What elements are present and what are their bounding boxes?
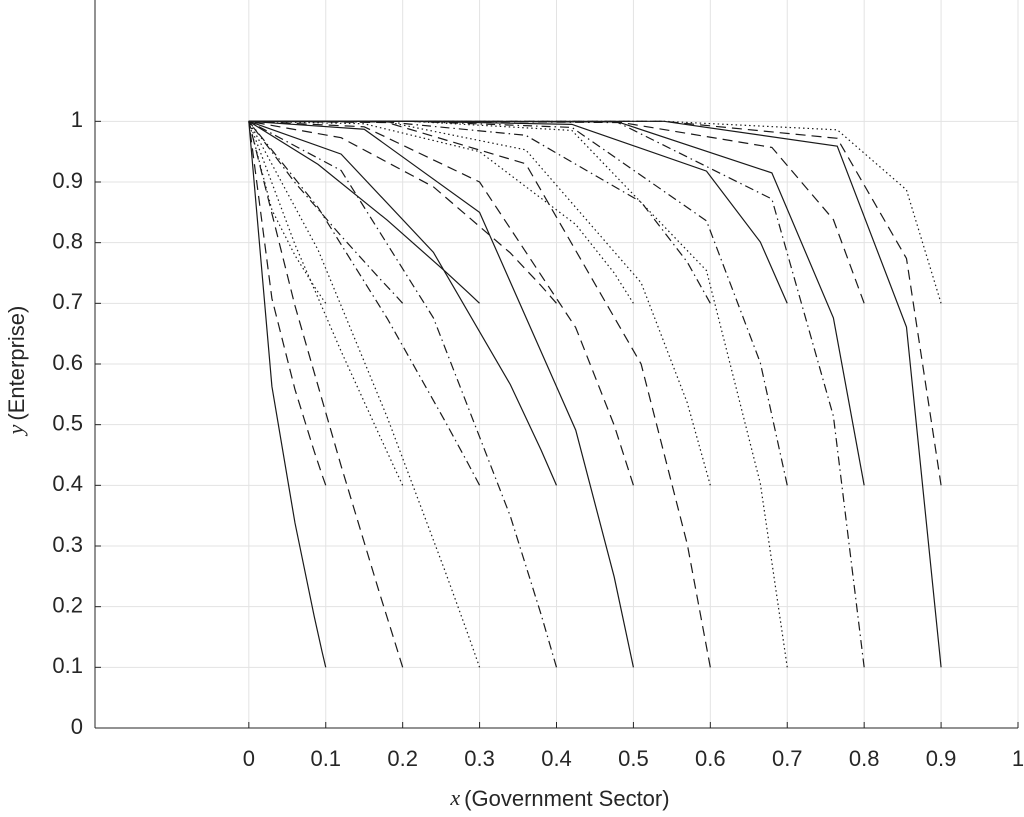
x-tick-label: 0.5 <box>618 746 649 771</box>
y-axis-label: (Enterprise) <box>4 306 29 421</box>
x-tick-label: 0.7 <box>772 746 803 771</box>
x-tick-label: 0.2 <box>387 746 418 771</box>
trajectory-line <box>248 120 788 304</box>
x-tick-label: 1 <box>1012 746 1024 771</box>
trajectory-line <box>248 120 942 304</box>
y-tick-label: 0.3 <box>52 532 83 557</box>
plot-area <box>248 120 942 668</box>
x-tick-label: 0.3 <box>464 746 495 771</box>
y-axis-var: y <box>3 424 28 436</box>
x-tick-label: 0.1 <box>310 746 341 771</box>
trajectory-line <box>248 120 558 668</box>
x-axis-label: (Government Sector) <box>464 786 669 811</box>
y-tick-label: 0.1 <box>52 653 83 678</box>
y-tick-label: 0.7 <box>52 289 83 314</box>
x-axis-var: x <box>449 785 460 810</box>
trajectory-line <box>248 120 481 486</box>
ticks: 0 0.1 0.2 0.3 0.4 0.5 0.6 0.7 0.8 0.9 1 0 0.1 0.2 0.3 0… <box>52 107 1024 771</box>
trajectory-line <box>248 120 634 304</box>
trajectory-line <box>248 120 788 668</box>
grid <box>95 0 1019 729</box>
y-tick-label: 0.8 <box>52 228 83 253</box>
y-tick-label: 0.4 <box>52 471 83 496</box>
y-tick-label: 0.5 <box>52 410 83 435</box>
trajectory-line <box>248 120 404 304</box>
y-tick-label: 0.2 <box>52 592 83 617</box>
y-tick-label: 1 <box>71 107 83 132</box>
x-tick-label: 0.4 <box>541 746 572 771</box>
trajectory-line <box>248 120 942 668</box>
trajectory-line <box>248 121 481 668</box>
trajectory-line <box>248 121 327 668</box>
trajectory-line <box>248 120 865 668</box>
trajectory-line <box>248 120 557 304</box>
y-tick-label: 0.6 <box>52 350 83 375</box>
trajectory-line <box>248 120 634 486</box>
x-tick-label: 0 <box>243 746 255 771</box>
trajectory-line <box>248 121 327 486</box>
trajectory-line <box>248 120 711 304</box>
trajectory-line <box>248 121 327 304</box>
trajectory-line <box>248 120 480 304</box>
trajectory-line <box>248 120 865 304</box>
x-tick-label: 0.9 <box>926 746 957 771</box>
y-tick-label: 0 <box>71 714 83 739</box>
x-axis-title: x (Government Sector) <box>449 785 669 811</box>
y-axis-title: y (Enterprise) <box>3 306 29 437</box>
x-tick-label: 0.8 <box>849 746 880 771</box>
trajectory-line <box>248 121 404 668</box>
y-tick-label: 0.9 <box>52 168 83 193</box>
x-tick-label: 0.6 <box>695 746 726 771</box>
trajectory-line <box>248 120 635 668</box>
trajectory-line <box>248 120 558 486</box>
